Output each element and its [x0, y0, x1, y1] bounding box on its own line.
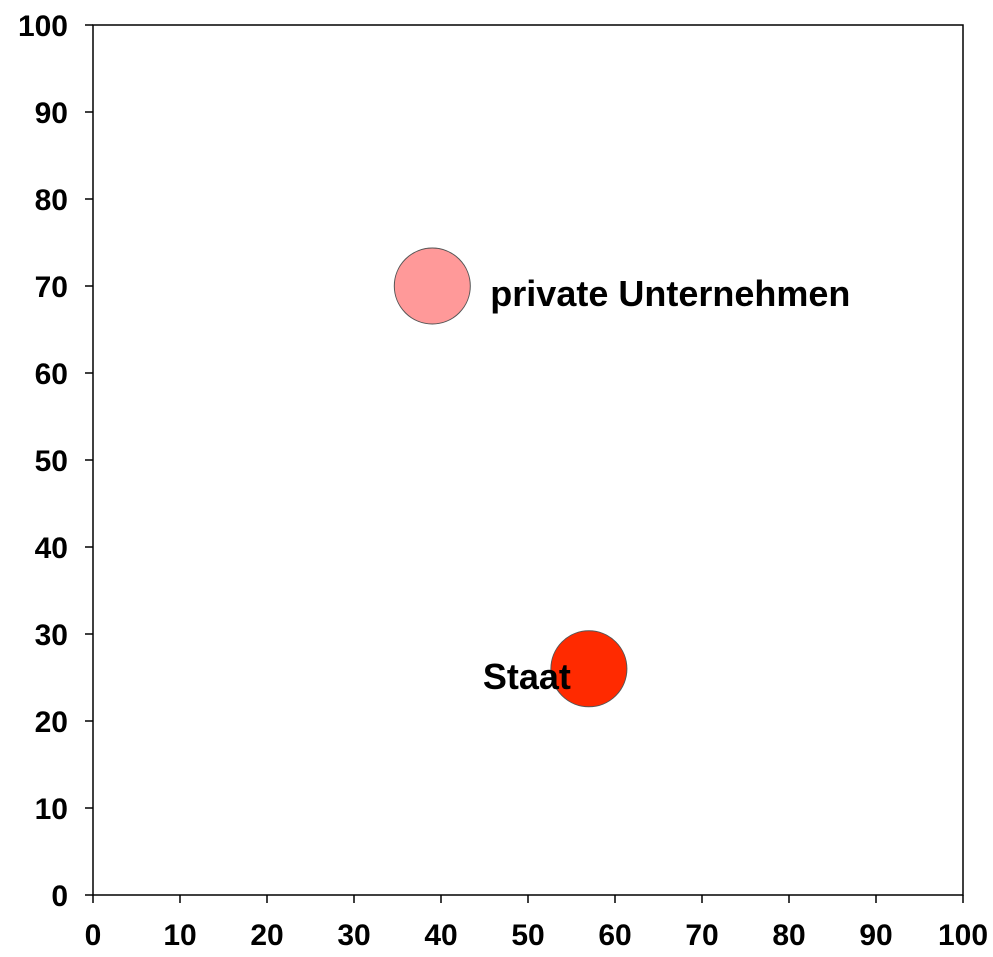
x-tick-label: 20 [250, 919, 283, 952]
y-tick-label: 40 [35, 532, 68, 565]
data-point-label: Staat [483, 656, 571, 697]
y-tick-label: 70 [35, 271, 68, 304]
x-tick-label: 40 [424, 919, 457, 952]
x-tick-label: 70 [685, 919, 718, 952]
y-tick-label: 80 [35, 184, 68, 217]
y-tick-label: 10 [35, 793, 68, 826]
x-axis: 0 10 20 30 40 50 60 70 80 90 100 [85, 895, 988, 952]
plot-area [92, 24, 964, 896]
y-tick-label: 60 [35, 358, 68, 391]
y-tick-label: 100 [18, 10, 68, 43]
x-tick-label: 80 [772, 919, 805, 952]
x-tick-label: 60 [598, 919, 631, 952]
x-tick-label: 100 [938, 919, 988, 952]
y-axis: 0 10 20 30 40 50 60 70 80 90 100 [18, 10, 93, 913]
y-tick-label: 20 [35, 706, 68, 739]
data-point-marker [393, 247, 471, 325]
data-points: private Unternehmen Staat [393, 247, 850, 708]
x-tick-label: 0 [85, 919, 102, 952]
y-tick-label: 90 [35, 97, 68, 130]
x-tick-label: 90 [859, 919, 892, 952]
data-point-label: private Unternehmen [490, 273, 850, 314]
x-tick-label: 10 [163, 919, 196, 952]
y-tick-label: 0 [51, 880, 68, 913]
x-tick-label: 50 [511, 919, 544, 952]
data-point-marker [550, 630, 628, 708]
y-tick-label: 50 [35, 445, 68, 478]
x-tick-label: 30 [337, 919, 370, 952]
y-tick-label: 30 [35, 619, 68, 652]
